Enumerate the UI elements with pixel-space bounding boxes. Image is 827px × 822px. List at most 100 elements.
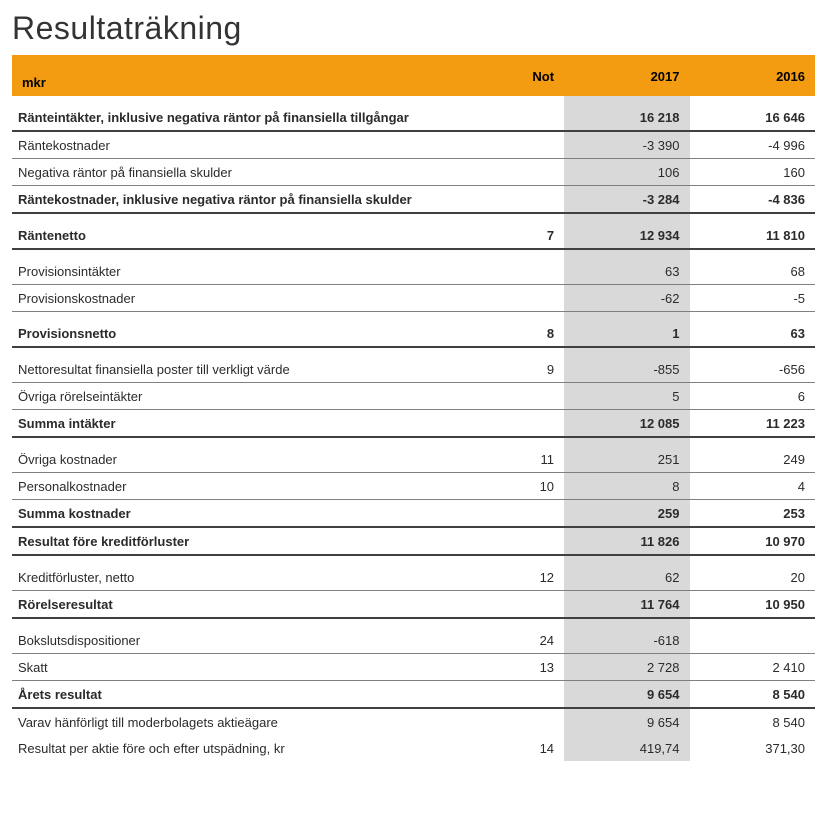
table-row: Räntenetto712 93411 810	[12, 213, 815, 249]
row-value-2017: 2 728	[564, 654, 689, 681]
row-label: Rörelseresultat	[12, 591, 474, 619]
row-label: Provisionsintäkter	[12, 249, 474, 285]
row-label: Provisionskostnader	[12, 285, 474, 312]
row-value-2016: -5	[690, 285, 816, 312]
row-value-2017: 8	[564, 473, 689, 500]
row-note: 12	[474, 555, 564, 591]
row-value-2017: 12 085	[564, 410, 689, 438]
row-value-2017: -3 390	[564, 131, 689, 159]
table-row: Rörelseresultat 11 76410 950	[12, 591, 815, 619]
row-label: Ränteintäkter, inklusive negativa räntor…	[12, 96, 474, 131]
table-row: Räntekostnader-3 390-4 996	[12, 131, 815, 159]
row-note	[474, 159, 564, 186]
row-value-2017: 11 764	[564, 591, 689, 619]
row-label: Skatt	[12, 654, 474, 681]
row-value-2016: 11 810	[690, 213, 816, 249]
row-value-2016: 2 410	[690, 654, 816, 681]
row-note: 24	[474, 618, 564, 654]
row-label: Varav hänförligt till moderbolagets akti…	[12, 708, 474, 735]
row-label: Räntenetto	[12, 213, 474, 249]
row-value-2017: 5	[564, 383, 689, 410]
row-note	[474, 285, 564, 312]
row-value-2017: 9 654	[564, 708, 689, 735]
row-note: 10	[474, 473, 564, 500]
row-label: Negativa räntor på finansiella skulder	[12, 159, 474, 186]
row-value-2016: 6	[690, 383, 816, 410]
table-row: Resultat före kreditförluster 11 82610 97…	[12, 527, 815, 555]
table-row: Negativa räntor på finansiella skulder 10…	[12, 159, 815, 186]
row-note	[474, 527, 564, 555]
page-title: Resultaträkning	[12, 10, 815, 47]
row-note: 14	[474, 735, 564, 761]
row-label: Resultat per aktie före och efter utspäd…	[12, 735, 474, 761]
header-year-1: 2017	[564, 55, 689, 88]
table-row: Personalkostnader1084	[12, 473, 815, 500]
header-unit: mkr	[12, 55, 474, 96]
table-row: Räntekostnader, inklusive negativa ränto…	[12, 186, 815, 214]
table-body: Ränteintäkter, inklusive negativa räntor…	[12, 96, 815, 761]
row-note	[474, 500, 564, 528]
row-value-2017: -855	[564, 347, 689, 383]
row-value-2017: 9 654	[564, 681, 689, 709]
row-label: Resultat före kreditförluster	[12, 527, 474, 555]
header-year-2: 2016	[690, 55, 816, 88]
table-row: Ränteintäkter, inklusive negativa räntor…	[12, 96, 815, 131]
row-note: 8	[474, 312, 564, 348]
table-row: Årets resultat 9 6548 540	[12, 681, 815, 709]
row-value-2017: 11 826	[564, 527, 689, 555]
row-label: Räntekostnader, inklusive negativa ränto…	[12, 186, 474, 214]
table-row: Övriga kostnader11251249	[12, 437, 815, 473]
row-value-2017: 16 218	[564, 96, 689, 131]
row-value-2016: 8 540	[690, 708, 816, 735]
row-note	[474, 708, 564, 735]
row-value-2016: 10 950	[690, 591, 816, 619]
table-row: Kreditförluster, netto126220	[12, 555, 815, 591]
row-value-2016	[690, 618, 816, 654]
row-value-2017: 419,74	[564, 735, 689, 761]
row-value-2016: 11 223	[690, 410, 816, 438]
row-value-2016: 10 970	[690, 527, 816, 555]
row-value-2016: 16 646	[690, 96, 816, 131]
row-note	[474, 681, 564, 709]
row-note	[474, 131, 564, 159]
row-label: Nettoresultat finansiella poster till ve…	[12, 347, 474, 383]
row-value-2016: 8 540	[690, 681, 816, 709]
row-value-2017: 251	[564, 437, 689, 473]
row-note	[474, 186, 564, 214]
row-value-2016: 20	[690, 555, 816, 591]
row-value-2017: 106	[564, 159, 689, 186]
table-row: Summa kostnader 259253	[12, 500, 815, 528]
row-note	[474, 249, 564, 285]
row-note	[474, 591, 564, 619]
row-note: 13	[474, 654, 564, 681]
table-row: Summa intäkter12 08511 223	[12, 410, 815, 438]
row-value-2016: -656	[690, 347, 816, 383]
row-value-2016: -4 836	[690, 186, 816, 214]
table-row: Varav hänförligt till moderbolagets akti…	[12, 708, 815, 735]
row-note	[474, 383, 564, 410]
table-row: Provisionsintäkter6368	[12, 249, 815, 285]
row-value-2017: 1	[564, 312, 689, 348]
row-note: 7	[474, 213, 564, 249]
table-row: Nettoresultat finansiella poster till ve…	[12, 347, 815, 383]
row-label: Personalkostnader	[12, 473, 474, 500]
table-header: mkr Not 2017 2016	[12, 55, 815, 96]
row-label: Övriga kostnader	[12, 437, 474, 473]
row-label: Årets resultat	[12, 681, 474, 709]
row-label: Bokslutsdispositioner	[12, 618, 474, 654]
row-value-2016: 63	[690, 312, 816, 348]
row-note: 9	[474, 347, 564, 383]
table-row: Provisionsnetto8163	[12, 312, 815, 348]
row-value-2016: 371,30	[690, 735, 816, 761]
row-value-2017: -618	[564, 618, 689, 654]
table-row: Resultat per aktie före och efter utspäd…	[12, 735, 815, 761]
row-value-2017: 259	[564, 500, 689, 528]
row-note	[474, 410, 564, 438]
row-value-2016: 253	[690, 500, 816, 528]
row-note	[474, 96, 564, 131]
row-value-2016: 249	[690, 437, 816, 473]
row-value-2016: 68	[690, 249, 816, 285]
row-label: Övriga rörelseintäkter	[12, 383, 474, 410]
row-label: Summa kostnader	[12, 500, 474, 528]
table-row: Bokslutsdispositioner24-618	[12, 618, 815, 654]
